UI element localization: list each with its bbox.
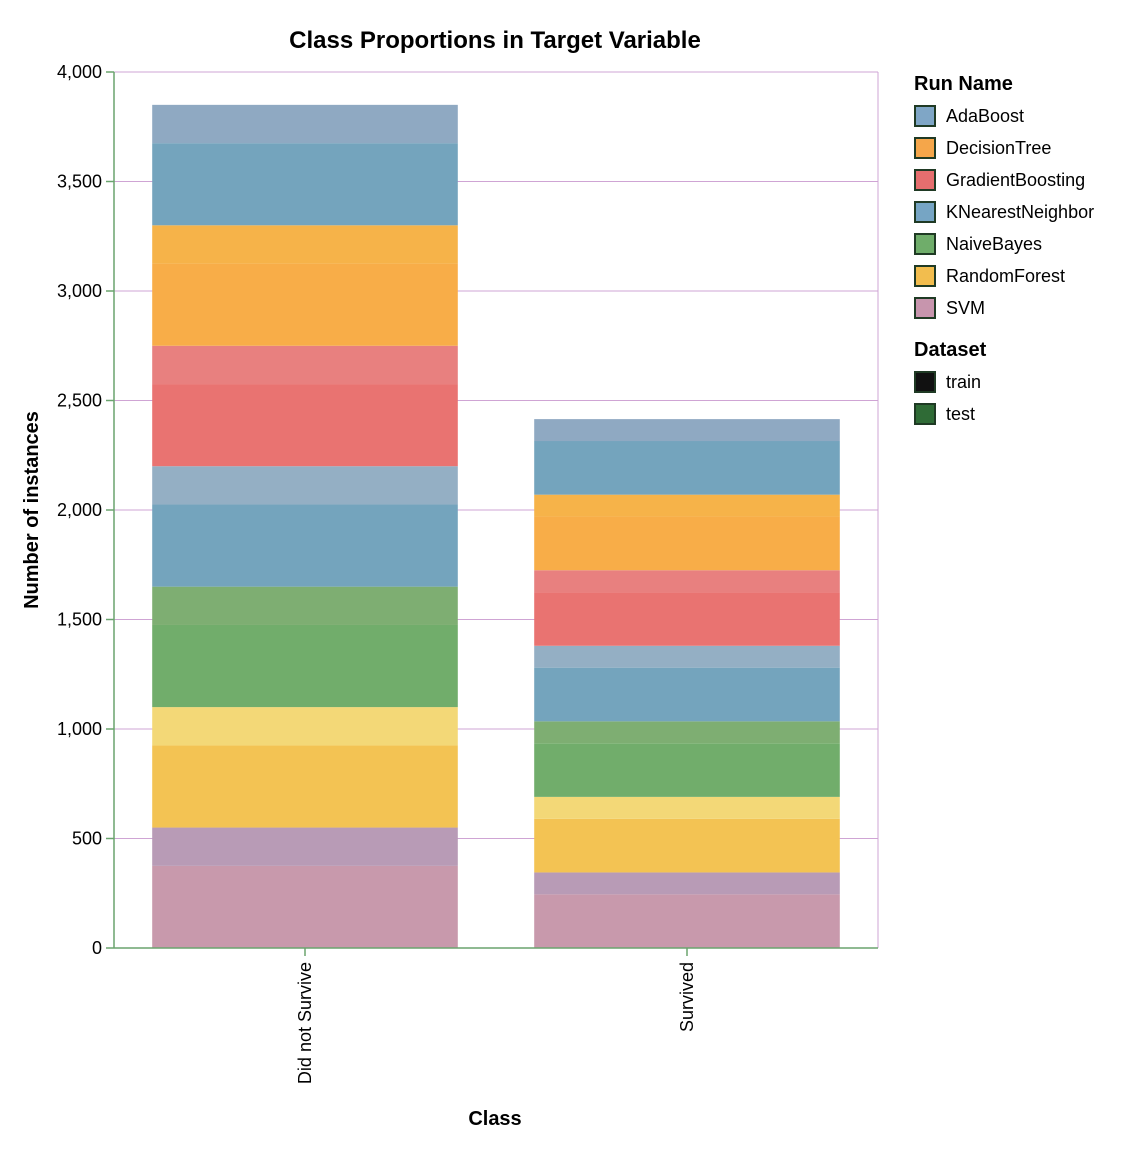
legend-label-dataset-train: train [946, 372, 981, 392]
bar-did-not-survive-randomforest-train [152, 745, 458, 828]
legend-label-randomforest: RandomForest [946, 266, 1065, 286]
bar-did-not-survive-naivebayes-train [152, 624, 458, 708]
legend-swatch-gradientboosting [914, 169, 936, 191]
bar-did-not-survive-decisiontree-train [152, 263, 458, 346]
legend-title-run-name: Run Name [914, 73, 1013, 95]
legend-swatch-knearestneighbor [914, 201, 936, 223]
legend-title-dataset: Dataset [914, 339, 987, 361]
legend-label-adaboost: AdaBoost [946, 106, 1024, 126]
bar-survived-decisiontree-test [534, 494, 840, 517]
y-tick-label-0: 0 [92, 938, 102, 958]
x-tick-label-survived: Survived [677, 962, 697, 1032]
y-axis-title: Number of instances [21, 411, 43, 609]
bar-survived-gradientboosting-train [534, 592, 840, 646]
legend-label-knearestneighbor: KNearestNeighbor [946, 202, 1094, 222]
x-axis-ticks: Did not Survive Survived [295, 948, 697, 1084]
bars [152, 104, 840, 948]
x-axis-title: Class [468, 1108, 521, 1130]
bar-survived-gradientboosting-test [534, 570, 840, 593]
y-tick-label-1: 500 [72, 829, 102, 849]
bar-survived-naivebayes-train [534, 743, 840, 797]
y-tick-label-4: 2,000 [57, 500, 102, 520]
bar-survived-decisiontree-train [534, 516, 840, 571]
bar-survived-adaboost-test [534, 419, 840, 442]
bar-survived-naivebayes-test [534, 721, 840, 744]
legend-swatch-naivebayes [914, 233, 936, 255]
y-tick-label-5: 2,500 [57, 391, 102, 411]
legend-swatch-decisiontree [914, 137, 936, 159]
y-tick-label-6: 3,000 [57, 281, 102, 301]
y-tick-label-3: 1,500 [57, 610, 102, 630]
legend-swatch-svm [914, 297, 936, 319]
bar-did-not-survive-gradientboosting-train [152, 384, 458, 467]
bar-survived-knearestneighbor-train [534, 667, 840, 722]
legend-label-decisiontree: DecisionTree [946, 138, 1051, 158]
legend-swatch-randomforest [914, 265, 936, 287]
legend-label-gradientboosting: GradientBoosting [946, 170, 1085, 190]
legend-label-dataset-test: test [946, 404, 975, 424]
bar-did-not-survive-gradientboosting-test [152, 345, 458, 385]
bar-did-not-survive-svm-train [152, 865, 458, 948]
y-tick-label-2: 1,000 [57, 719, 102, 739]
legend-label-svm: SVM [946, 298, 985, 318]
bar-did-not-survive-knearestneighbor-train [152, 504, 458, 587]
bar-survived-svm-train [534, 894, 840, 948]
x-tick-label-did-not-survive: Did not Survive [295, 962, 315, 1084]
bar-survived-adaboost-train [534, 441, 840, 495]
bar-did-not-survive-naivebayes-test [152, 586, 458, 625]
bar-did-not-survive-svm-test [152, 827, 458, 866]
chart-title: Class Proportions in Target Variable [289, 27, 701, 54]
bar-survived-randomforest-train [534, 818, 840, 873]
y-tick-label-7: 3,500 [57, 172, 102, 192]
legend-swatch-dataset-test [914, 403, 936, 425]
bar-did-not-survive-decisiontree-test [152, 225, 458, 264]
y-axis-ticks: 0 500 1,000 1,500 2,000 2,500 3,000 3,500 4,000 [57, 62, 114, 958]
bar-did-not-survive-randomforest-test [152, 707, 458, 746]
legend-label-naivebayes: NaiveBayes [946, 234, 1042, 254]
legend-swatch-dataset-train [914, 371, 936, 393]
bar-did-not-survive-adaboost-train [152, 143, 458, 226]
bar-did-not-survive-adaboost-test [152, 104, 458, 144]
legend-swatch-adaboost [914, 105, 936, 127]
bar-survived-knearestneighbor-test [534, 645, 840, 668]
bar-survived-svm-test [534, 872, 840, 895]
y-tick-label-8: 4,000 [57, 62, 102, 82]
legend: Run Name AdaBoost DecisionTree GradientBoo… [914, 73, 1094, 425]
bar-survived-randomforest-test [534, 796, 840, 819]
bar-did-not-survive-knearestneighbor-test [152, 466, 458, 505]
